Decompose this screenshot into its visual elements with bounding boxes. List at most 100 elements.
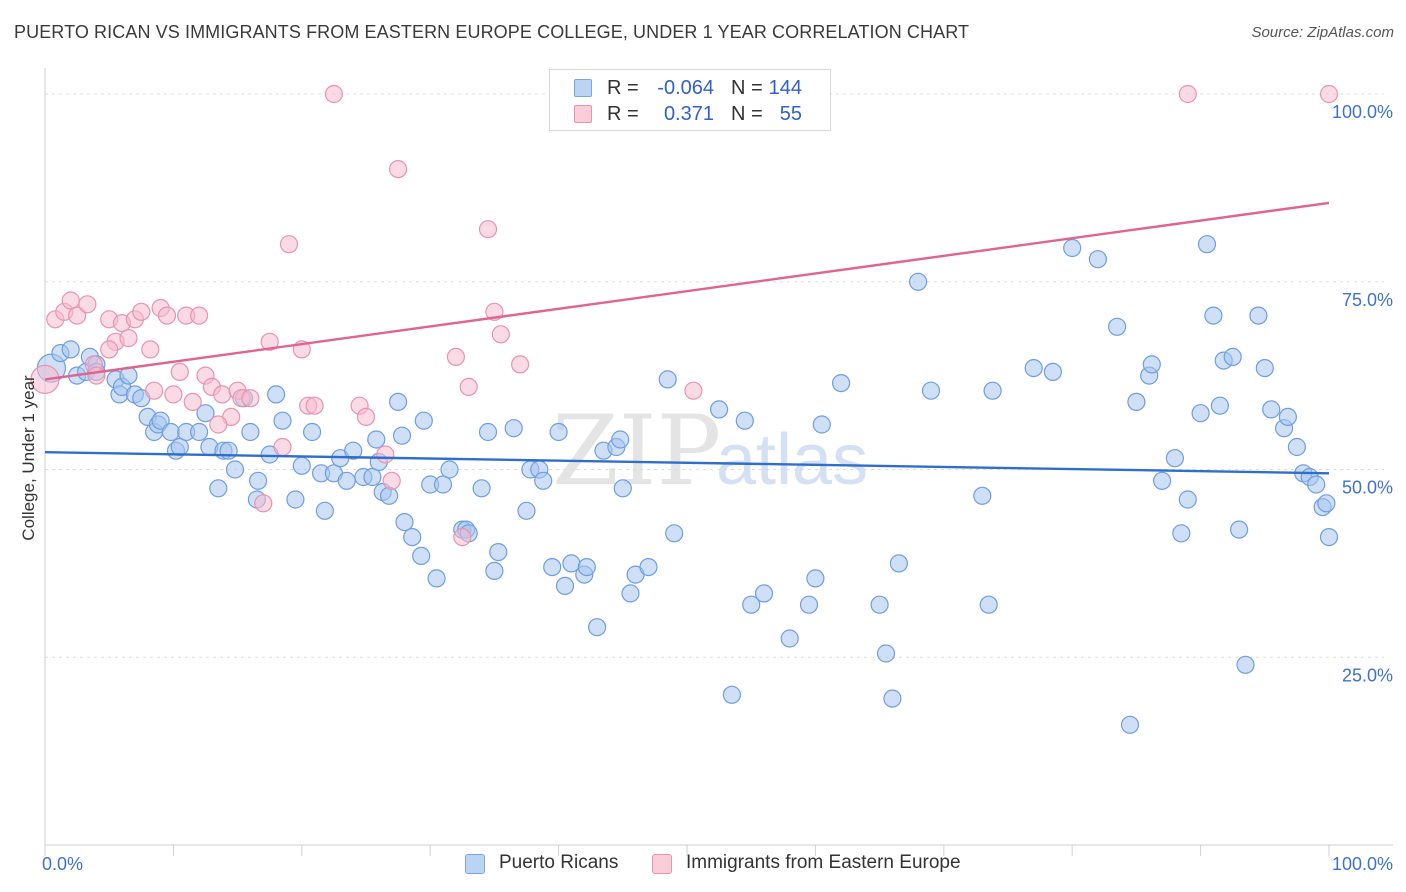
puerto-rican-point bbox=[337, 471, 356, 490]
eastern-europe-point bbox=[324, 84, 343, 104]
n-label: N = bbox=[731, 77, 763, 99]
y-tick-label: 75.0% bbox=[1342, 290, 1393, 310]
eastern-europe-point bbox=[164, 385, 183, 404]
eastern-europe-point bbox=[157, 306, 177, 325]
legend-row-puerto-ricans: R = -0.064 N = 144 bbox=[550, 75, 830, 101]
puerto-rican-point bbox=[403, 527, 422, 547]
puerto-rican-point bbox=[427, 569, 446, 588]
puerto-rican-point bbox=[344, 441, 363, 460]
puerto-rican-point bbox=[611, 430, 630, 449]
puerto-rican-point bbox=[292, 456, 311, 475]
puerto-rican-point bbox=[161, 422, 180, 442]
chart-title: PUERTO RICAN VS IMMIGRANTS FROM EASTERN … bbox=[14, 22, 970, 42]
axes bbox=[44, 68, 1393, 856]
eastern-europe-point bbox=[190, 306, 209, 325]
watermark-atlas: atlas bbox=[716, 420, 868, 500]
puerto-rican-point bbox=[1178, 490, 1197, 509]
puerto-rican-point bbox=[831, 374, 851, 393]
puerto-rican-trend-line bbox=[44, 451, 1330, 475]
eastern-europe-point bbox=[254, 494, 273, 513]
puerto-rican-point bbox=[1191, 404, 1210, 423]
eastern-europe-point bbox=[170, 362, 189, 381]
puerto-rican-point bbox=[1127, 392, 1146, 411]
y-tick-label: 50.0% bbox=[1342, 478, 1393, 498]
puerto-rican-point bbox=[577, 557, 596, 577]
blue-swatch bbox=[574, 79, 592, 97]
legend-label: Puerto Ricans bbox=[499, 852, 619, 873]
r-value: 0.371 bbox=[663, 103, 714, 125]
puerto-rican-point bbox=[742, 595, 761, 614]
puerto-rican-point bbox=[908, 272, 928, 291]
eastern-europe-point bbox=[209, 415, 228, 434]
n-value: 55 bbox=[779, 103, 802, 125]
gridlines bbox=[45, 93, 1384, 658]
puerto-rican-point bbox=[485, 561, 504, 581]
puerto-rican-point bbox=[1142, 355, 1161, 374]
pink-swatch bbox=[574, 105, 592, 123]
puerto-rican-point bbox=[876, 644, 896, 663]
puerto-rican-point bbox=[241, 422, 260, 442]
puerto-rican-point bbox=[1236, 655, 1255, 674]
puerto-rican-point bbox=[504, 419, 523, 438]
puerto-rican-point bbox=[549, 422, 568, 442]
watermark: ZIP atlas bbox=[552, 395, 868, 507]
eastern-europe-point bbox=[61, 291, 80, 310]
eastern-europe-point bbox=[141, 340, 160, 359]
eastern-europe-point bbox=[145, 381, 164, 400]
puerto-rican-point bbox=[1197, 235, 1217, 254]
puerto-rican-point bbox=[735, 411, 754, 430]
tick-labels: 25.0% 50.0% 75.0% 100.0% 0.0% 100.0% bbox=[42, 102, 1393, 874]
puerto-rican-point bbox=[587, 618, 607, 637]
puerto-rican-point bbox=[1229, 520, 1249, 539]
eastern-europe-point bbox=[119, 329, 138, 348]
eastern-europe-point bbox=[305, 396, 324, 415]
blue-swatch bbox=[465, 854, 485, 874]
x-tick-label: 100.0% bbox=[1332, 854, 1393, 874]
puerto-rican-point bbox=[315, 501, 334, 520]
puerto-rican-point bbox=[363, 467, 382, 487]
eastern-europe-point bbox=[684, 381, 703, 400]
puerto-rican-point bbox=[395, 512, 414, 532]
stats-legend: R = -0.064 N = 144 R = 0.371 N = 55 bbox=[549, 69, 831, 131]
puerto-rican-point bbox=[1165, 449, 1185, 468]
puerto-rican-point bbox=[1255, 359, 1274, 378]
eastern-europe-point bbox=[67, 306, 87, 325]
eastern-europe-point bbox=[87, 366, 106, 385]
puerto-rican-point bbox=[1262, 400, 1281, 419]
puerto-rican-point bbox=[1278, 407, 1298, 426]
puerto-rican-point bbox=[1317, 494, 1336, 513]
puerto-rican-point bbox=[249, 471, 268, 490]
puerto-rican-point bbox=[412, 546, 431, 566]
puerto-rican-point bbox=[806, 569, 825, 588]
trend-lines bbox=[44, 201, 1330, 475]
eastern-europe-point bbox=[1319, 84, 1339, 104]
eastern-europe-point bbox=[382, 471, 401, 490]
legend-label: Immigrants from Eastern Europe bbox=[686, 852, 961, 873]
puerto-rican-point bbox=[1043, 362, 1063, 381]
puerto-rican-point bbox=[665, 524, 684, 543]
puerto-rican-point bbox=[1249, 306, 1268, 325]
puerto-rican-point bbox=[267, 385, 286, 404]
puerto-rican-point bbox=[621, 584, 640, 603]
r-label: R = bbox=[607, 77, 639, 99]
eastern-europe-point bbox=[260, 332, 279, 351]
puerto-rican-point bbox=[812, 415, 831, 434]
puerto-rican-point bbox=[190, 422, 209, 442]
puerto-rican-point bbox=[889, 554, 909, 573]
n-label: N = bbox=[731, 103, 763, 125]
eastern-europe-point bbox=[241, 389, 260, 408]
n-value: 144 bbox=[768, 77, 802, 99]
puerto-rican-point bbox=[478, 422, 498, 442]
puerto-rican-point bbox=[517, 501, 536, 520]
r-label: R = bbox=[607, 103, 639, 125]
puerto-rican-point bbox=[983, 381, 1002, 400]
puerto-rican-point bbox=[883, 689, 902, 708]
puerto-rican-point bbox=[389, 392, 408, 411]
puerto-rican-point bbox=[534, 471, 553, 490]
puerto-rican-point bbox=[799, 595, 819, 614]
puerto-rican-point bbox=[1223, 347, 1242, 366]
eastern-europe-point bbox=[459, 377, 478, 396]
puerto-rican-point bbox=[973, 486, 992, 505]
eastern-europe-point bbox=[510, 355, 530, 374]
